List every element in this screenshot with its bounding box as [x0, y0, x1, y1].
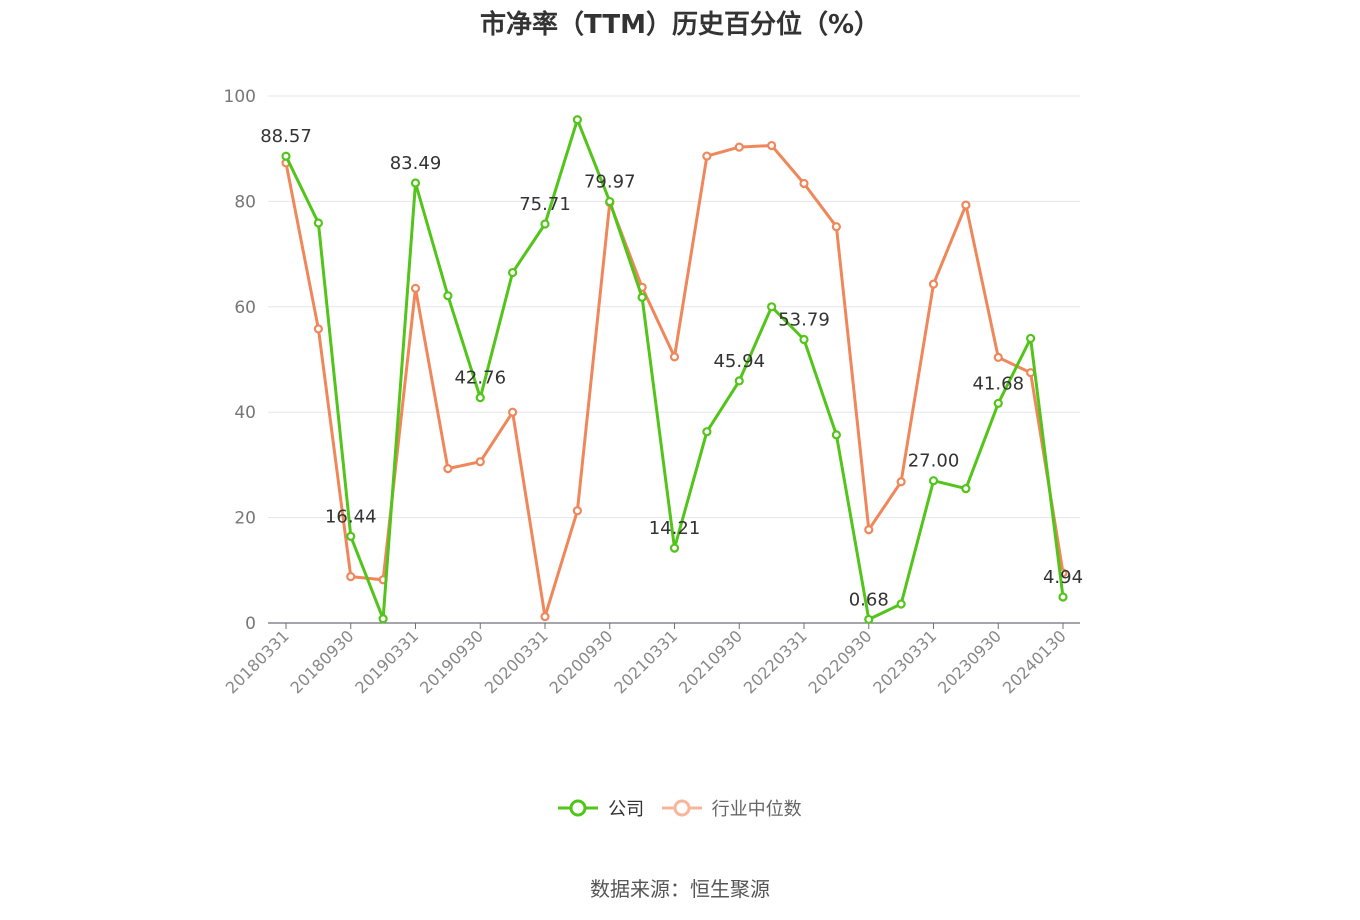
x-tick-label-20180331: 20180331 — [222, 626, 293, 697]
series-0-point-22 — [993, 398, 1003, 408]
x-tick-label-20230331: 20230331 — [869, 626, 940, 697]
series-1-point-15 — [767, 140, 777, 151]
legend-industry-icon — [661, 799, 702, 817]
x-tick-label-20190331: 20190331 — [351, 626, 422, 697]
series-1-point-23 — [1026, 368, 1036, 378]
data-label-10: 79.97 — [584, 172, 636, 193]
series-0-point-2 — [346, 531, 356, 541]
x-tick-label-20190930: 20190930 — [416, 626, 487, 697]
series-1-point-22 — [993, 352, 1003, 362]
series-0-point-15 — [767, 302, 777, 312]
series-0-point-6 — [475, 393, 485, 403]
data-label-2: 16.44 — [325, 506, 377, 527]
data-label-12: 14.21 — [649, 518, 701, 539]
data-label-14: 45.94 — [713, 351, 765, 372]
series-1-point-9 — [572, 506, 582, 516]
x-tick-label-20220930: 20220930 — [805, 626, 876, 697]
series-0-point-0 — [281, 151, 291, 161]
grid-layer — [268, 95, 1080, 519]
legend-item-industry-median[interactable]: 行业中位数 — [661, 795, 802, 821]
y-tick-label-100: 100 — [224, 87, 256, 107]
x-tick-label-20180930: 20180930 — [287, 626, 358, 697]
y-tick-label-40: 40 — [234, 403, 256, 423]
series-0-point-7 — [508, 267, 518, 278]
series-0-point-3 — [378, 614, 388, 624]
data-label-18: 0.68 — [849, 589, 889, 610]
series-1-point-21 — [961, 200, 971, 210]
series-0-point-20 — [928, 476, 939, 486]
series-0-point-14 — [734, 376, 744, 386]
series-0-point-19 — [896, 599, 906, 609]
x-tick-label-20220331: 20220331 — [740, 626, 811, 697]
series-1-point-20 — [928, 279, 939, 289]
series-1-point-6 — [475, 457, 485, 467]
series-0-point-8 — [540, 219, 550, 229]
legend-item-company[interactable]: 公司 — [558, 795, 644, 821]
series-1-point-8 — [540, 612, 550, 622]
y-tick-label-80: 80 — [234, 192, 256, 212]
series-0-point-23 — [1026, 333, 1036, 344]
x-tick-label-20210331: 20210331 — [610, 626, 681, 697]
series-1-point-14 — [734, 142, 744, 152]
data-label-24: 4.94 — [1043, 567, 1083, 588]
series-0-point-18 — [864, 614, 874, 625]
data-label-layer: 88.57 16.44 83.49 42.76 75.71 79.97 14.21 45.94… — [260, 126, 1083, 610]
data-source: 数据来源：恒生聚源 — [590, 877, 770, 901]
series-0-point-11 — [637, 292, 647, 302]
data-label-16: 53.79 — [778, 310, 830, 331]
x-tick-label-20200331: 20200331 — [481, 626, 552, 697]
series-0-point-12 — [669, 543, 680, 553]
series-0-point-1 — [313, 218, 323, 228]
series-1-point-17 — [831, 222, 841, 232]
legend-company-icon — [558, 799, 599, 817]
data-label-6: 42.76 — [454, 368, 506, 389]
series-0-point-13 — [702, 427, 712, 437]
data-label-4: 83.49 — [390, 153, 442, 174]
series-0-point-4 — [410, 178, 421, 188]
series-0-point-16 — [799, 334, 809, 345]
data-label-22: 41.68 — [972, 373, 1024, 394]
series-1-point-18 — [864, 525, 874, 535]
series-0-point-10 — [605, 196, 615, 207]
legend-label-industry-median: 行业中位数 — [711, 799, 802, 820]
series-1-point-5 — [443, 463, 453, 474]
series-1-point-4 — [410, 283, 421, 293]
x-tick-label-20210930: 20210930 — [675, 626, 746, 697]
y-tick-label-0: 0 — [245, 614, 256, 634]
series-1-point-16 — [799, 178, 809, 189]
series-1-point-2 — [346, 572, 356, 582]
series-1-point-13 — [702, 151, 712, 161]
y-tick-label-60: 60 — [234, 298, 256, 318]
series-1-point-7 — [508, 407, 518, 417]
axis-layer: 0 20 40 60 80 100 2018033120180930201903312019… — [222, 87, 1080, 697]
x-tick-label-20200930: 20200930 — [546, 626, 617, 697]
series-0-point-9 — [572, 115, 582, 125]
series-1-point-19 — [896, 477, 906, 487]
x-tick-label-20240130: 20240130 — [999, 626, 1070, 697]
series-0-point-17 — [831, 430, 841, 440]
legend-label-company: 公司 — [608, 799, 645, 820]
legend: 公司 行业中位数 — [0, 795, 1360, 821]
series-0-point-5 — [443, 291, 453, 301]
series-1-point-1 — [313, 324, 323, 334]
data-label-8: 75.71 — [519, 194, 571, 215]
y-tick-label-20: 20 — [234, 509, 256, 529]
x-tick-label-20230930: 20230930 — [934, 626, 1005, 697]
series-0-point-24 — [1058, 592, 1068, 602]
data-label-0: 88.57 — [260, 126, 312, 147]
series-layer — [281, 115, 1068, 625]
series-0-point-21 — [961, 484, 971, 494]
data-label-20: 27.00 — [908, 451, 960, 472]
series-1-point-12 — [669, 352, 680, 362]
chart-title: 市净率（TTM）历史百分位（%） — [480, 10, 880, 40]
